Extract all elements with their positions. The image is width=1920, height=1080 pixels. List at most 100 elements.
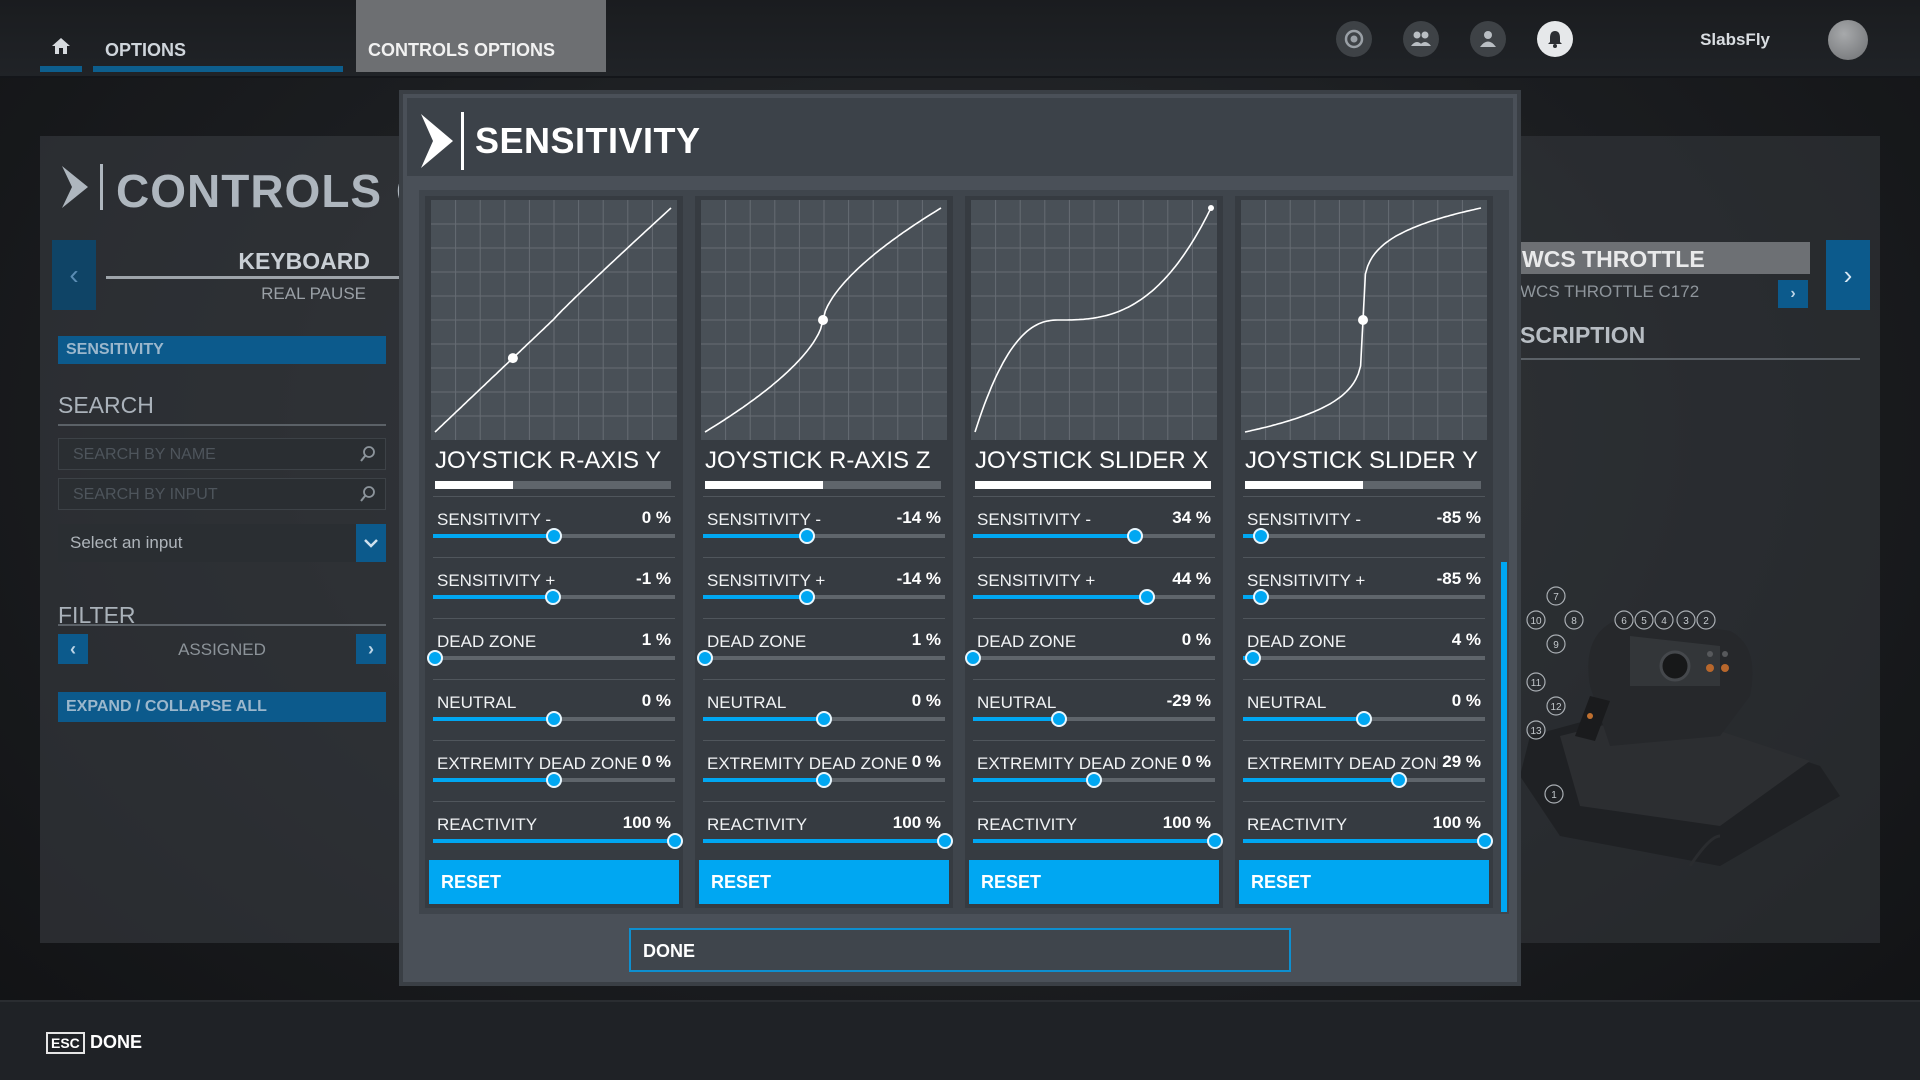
slider-handle[interactable] (546, 772, 562, 788)
param-slider[interactable] (973, 528, 1215, 544)
slider-handle[interactable] (697, 650, 714, 666)
param-slider[interactable] (433, 833, 683, 849)
slider-handle[interactable] (1253, 589, 1270, 605)
param-slider[interactable] (1243, 528, 1485, 544)
slider-handle[interactable] (1127, 528, 1144, 544)
slider-handle[interactable] (1477, 833, 1493, 849)
param-slider[interactable] (965, 650, 1215, 666)
home-button[interactable] (40, 30, 82, 72)
device-next-button[interactable]: › (1826, 240, 1870, 310)
callout-marker (1676, 610, 1696, 630)
param-slider[interactable] (973, 711, 1215, 727)
slider-handle[interactable] (546, 711, 562, 727)
param-label: EXTREMITY DEAD ZONE (977, 754, 1178, 773)
param-value: 100 % (1428, 813, 1481, 833)
param-row: SENSITIVITY + -1 % (433, 557, 675, 615)
param-divider (433, 679, 675, 680)
param-label: SENSITIVITY + (1247, 571, 1366, 590)
slider-handle[interactable] (937, 833, 953, 849)
profile-next-button[interactable]: › (1778, 280, 1808, 308)
device-prev-button[interactable]: ‹ (52, 240, 96, 310)
tab-controls-options[interactable]: CONTROLS OPTIONS (356, 0, 606, 72)
slider-handle[interactable] (1253, 528, 1270, 544)
param-slider[interactable] (703, 589, 945, 605)
friends-button[interactable] (1403, 21, 1439, 57)
dialog-header: SENSITIVITY (407, 98, 1513, 176)
dropdown-toggle[interactable] (356, 524, 386, 562)
dialog-scrollbar[interactable] (1501, 562, 1507, 912)
slider-handle[interactable] (799, 589, 816, 605)
slider-handle[interactable] (1207, 833, 1223, 849)
callout-number: 3 (1683, 616, 1689, 627)
done-button[interactable]: DONE (629, 928, 1291, 972)
search-by-input-input[interactable]: SEARCH BY INPUT (58, 478, 386, 510)
device-name: WCS THROTTLE (1520, 242, 1810, 274)
slider-handle[interactable] (1391, 772, 1408, 788)
param-slider[interactable] (973, 772, 1215, 788)
axes-container: JOYSTICK R-AXIS Y SENSITIVITY -0 % SENSIT… (419, 190, 1509, 914)
slider-handle[interactable] (427, 650, 444, 666)
slider-fill (703, 717, 824, 721)
slider-handle[interactable] (667, 833, 683, 849)
param-slider[interactable] (973, 833, 1223, 849)
param-slider[interactable] (703, 772, 945, 788)
tab-options[interactable]: OPTIONS (93, 0, 343, 72)
device-profile: WCS THROTTLE C172 (1520, 282, 1700, 301)
slider-handle[interactable] (1244, 650, 1261, 666)
slider-fill (973, 534, 1136, 538)
param-value: 0 % (1447, 691, 1481, 711)
param-value: 44 % (1168, 569, 1211, 589)
select-input-dropdown[interactable]: Select an input (58, 524, 386, 562)
param-slider[interactable] (433, 589, 675, 605)
profile-button[interactable] (1470, 21, 1506, 57)
slider-fill (973, 717, 1059, 721)
param-row: NEUTRAL 0 % (703, 679, 945, 737)
chevron-logo-icon (421, 112, 464, 170)
filter-prev-button[interactable]: ‹ (58, 634, 88, 664)
param-slider[interactable] (433, 528, 675, 544)
slider-handle[interactable] (1086, 772, 1102, 788)
param-divider (433, 557, 675, 558)
username[interactable]: SlabsFly (1700, 30, 1770, 49)
notifications-button[interactable] (1537, 21, 1573, 57)
reset-button[interactable]: RESET (429, 860, 679, 904)
activity-button[interactable] (1336, 21, 1372, 57)
slider-handle[interactable] (1139, 589, 1156, 605)
param-slider[interactable] (433, 772, 675, 788)
param-slider[interactable] (427, 650, 675, 666)
param-slider[interactable] (697, 650, 945, 666)
slider-handle[interactable] (544, 589, 561, 605)
reset-button[interactable]: RESET (1239, 860, 1489, 904)
reset-button[interactable]: RESET (969, 860, 1219, 904)
slider-handle[interactable] (1356, 711, 1372, 727)
slider-fill (973, 778, 1094, 782)
slider-handle[interactable] (816, 711, 832, 727)
param-slider[interactable] (1243, 711, 1485, 727)
device-description-panel: WCS THROTTLE WCS THROTTLE C172 › › SCRIP… (1520, 136, 1880, 943)
search-by-name-input[interactable]: SEARCH BY NAME (58, 438, 386, 470)
done-shortcut-button[interactable]: DONE (90, 1032, 143, 1052)
param-slider[interactable] (1243, 772, 1485, 788)
callout-number: 7 (1553, 592, 1559, 603)
param-slider[interactable] (1243, 833, 1493, 849)
param-slider[interactable] (703, 711, 945, 727)
param-slider[interactable] (973, 589, 1215, 605)
slider-fill (433, 534, 554, 538)
slider-handle[interactable] (965, 650, 981, 666)
expand-collapse-all-button[interactable]: EXPAND / COLLAPSE ALL (58, 692, 386, 722)
filter-divider (58, 624, 386, 626)
device-profile: REAL PAUSE (261, 284, 366, 303)
slider-handle[interactable] (816, 772, 832, 788)
param-slider[interactable] (703, 833, 953, 849)
param-slider[interactable] (703, 528, 945, 544)
param-slider[interactable] (1243, 589, 1485, 605)
slider-handle[interactable] (799, 528, 816, 544)
avatar[interactable] (1828, 20, 1868, 60)
slider-handle[interactable] (1050, 711, 1067, 727)
param-slider[interactable] (1243, 650, 1485, 666)
sensitivity-button[interactable]: SENSITIVITY (58, 336, 386, 364)
param-slider[interactable] (433, 711, 675, 727)
reset-button[interactable]: RESET (699, 860, 949, 904)
filter-next-button[interactable]: › (356, 634, 386, 664)
slider-handle[interactable] (546, 528, 562, 544)
